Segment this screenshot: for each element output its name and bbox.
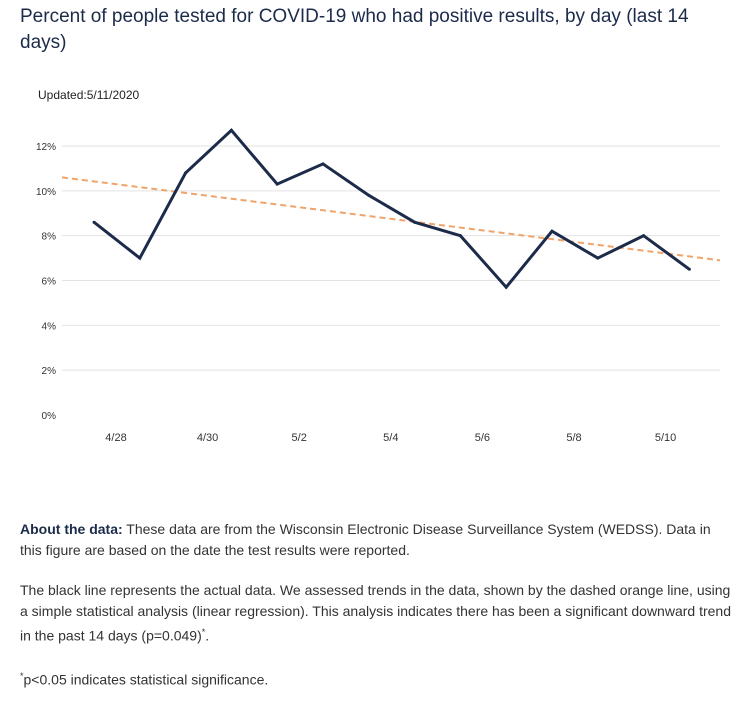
x-tick-label: 4/30: [197, 432, 218, 444]
data-point: [504, 285, 508, 289]
data-point: [687, 267, 691, 271]
x-axis-ticks: 4/28 4/30 5/2 5/4 5/6 5/8 5/10: [105, 432, 676, 444]
data-point: [321, 162, 325, 166]
x-tick-label: 5/2: [292, 432, 307, 444]
y-tick-label: 2%: [42, 366, 57, 377]
x-tick-label: 5/10: [655, 432, 676, 444]
x-tick-label: 5/6: [475, 432, 490, 444]
data-point: [367, 193, 371, 197]
trend-mark: *: [201, 627, 206, 637]
trend-line: [61, 176, 721, 262]
about-text: These data are from the Wisconsin Electr…: [20, 521, 711, 558]
y-tick-label: 12%: [36, 142, 56, 153]
y-tick-label: 0%: [42, 411, 57, 422]
y-tick-label: 4%: [42, 321, 57, 332]
about-label: About the data:: [20, 521, 123, 537]
data-point: [92, 220, 96, 224]
y-tick-label: 6%: [42, 277, 57, 288]
notes: About the data: These data are from the …: [20, 519, 735, 709]
chart-title: Percent of people tested for COVID-19 wh…: [20, 6, 689, 53]
data-point: [275, 182, 279, 186]
line-chart: 12% 10% 8% 6% 4% 2% 0% 4/28 4/30 5/2 5/4 5/6 5/8 5/1…: [36, 128, 721, 444]
data-point: [413, 220, 417, 224]
data-point: [458, 234, 462, 238]
y-tick-label: 10%: [36, 187, 56, 198]
x-tick-label: 5/4: [383, 432, 398, 444]
data-point: [596, 256, 600, 260]
data-point: [138, 256, 142, 260]
footnote-mark: *: [20, 670, 24, 681]
x-tick-label: 5/8: [566, 432, 581, 444]
data-point: [550, 229, 554, 233]
footnote-text: p<0.05 indicates statistical significanc…: [23, 671, 269, 688]
x-tick-label: 4/28: [105, 432, 126, 444]
actual-data-line: [93, 128, 691, 290]
updated-date: Updated:5/11/2020: [38, 88, 140, 102]
data-point: [642, 234, 646, 238]
trend-text: The black line represents the actual dat…: [20, 582, 731, 644]
about-paragraph: About the data: These data are from the …: [20, 519, 735, 561]
gridlines: [62, 145, 720, 371]
y-axis-ticks: 12% 10% 8% 6% 4% 2% 0%: [36, 142, 56, 422]
y-tick-label: 8%: [42, 232, 57, 243]
trend-paragraph: The black line represents the actual dat…: [20, 580, 735, 647]
data-point: [229, 128, 233, 132]
footnote-paragraph: *p<0.05 indicates statistical significan…: [20, 666, 735, 691]
trend-end: .: [205, 627, 210, 644]
data-point: [184, 171, 188, 175]
series-layer: [61, 128, 721, 290]
